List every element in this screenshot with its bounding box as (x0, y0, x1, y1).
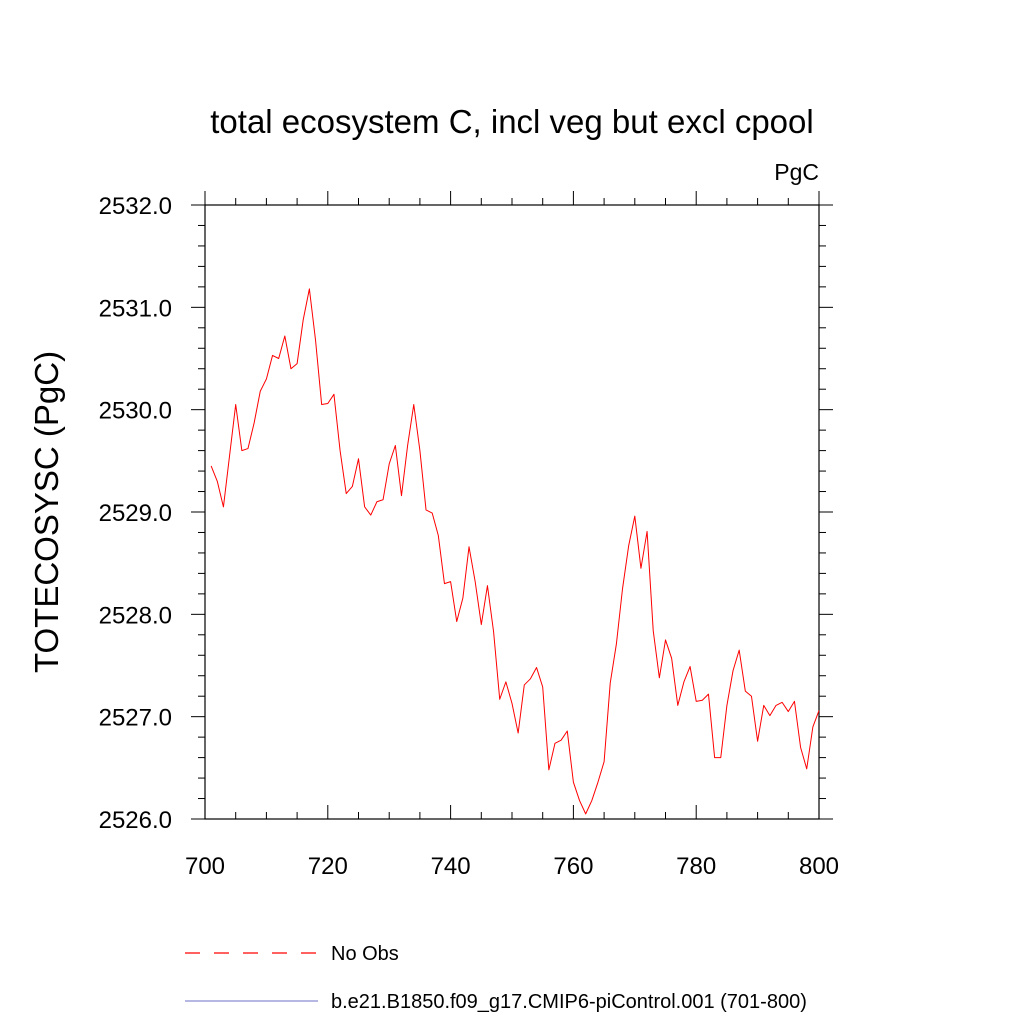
x-tick-label: 740 (431, 853, 471, 880)
y-axis-label: TOTECOSYSC (PgC) (28, 351, 65, 673)
legend-label-no-obs: No Obs (331, 943, 399, 965)
x-tick-label: 780 (676, 853, 716, 880)
legend: No Obs b.e21.B1850.f09_g17.CMIP6-piContr… (185, 943, 807, 1013)
units-label: PgC (774, 159, 819, 185)
chart-title: total ecosystem C, incl veg but excl cpo… (210, 103, 813, 140)
axis-ticks: 700 720 740 760 780 800 2526.0 2527.0 2528.0 2529… (99, 191, 839, 880)
x-tick-label: 700 (185, 853, 225, 880)
x-tick-label: 760 (553, 853, 593, 880)
legend-item-model-run: b.e21.B1850.f09_g17.CMIP6-piControl.001 … (185, 991, 807, 1013)
legend-label-model-run: b.e21.B1850.f09_g17.CMIP6-piControl.001 … (331, 991, 807, 1013)
y-tick-label: 2530.0 (99, 398, 172, 425)
y-tick-label: 2531.0 (99, 295, 172, 322)
x-tick-label: 720 (308, 853, 348, 880)
plot-frame (204, 204, 820, 820)
y-tick-label: 2527.0 (99, 705, 172, 732)
legend-item-no-obs: No Obs (185, 943, 399, 965)
series-layer (210, 288, 820, 815)
y-tick-label: 2532.0 (99, 193, 172, 220)
y-tick-label: 2528.0 (99, 602, 172, 629)
x-tick-label: 800 (799, 853, 839, 880)
series-line-model-run (210, 288, 820, 815)
y-tick-label: 2529.0 (99, 500, 172, 527)
y-tick-label: 2526.0 (99, 807, 172, 834)
